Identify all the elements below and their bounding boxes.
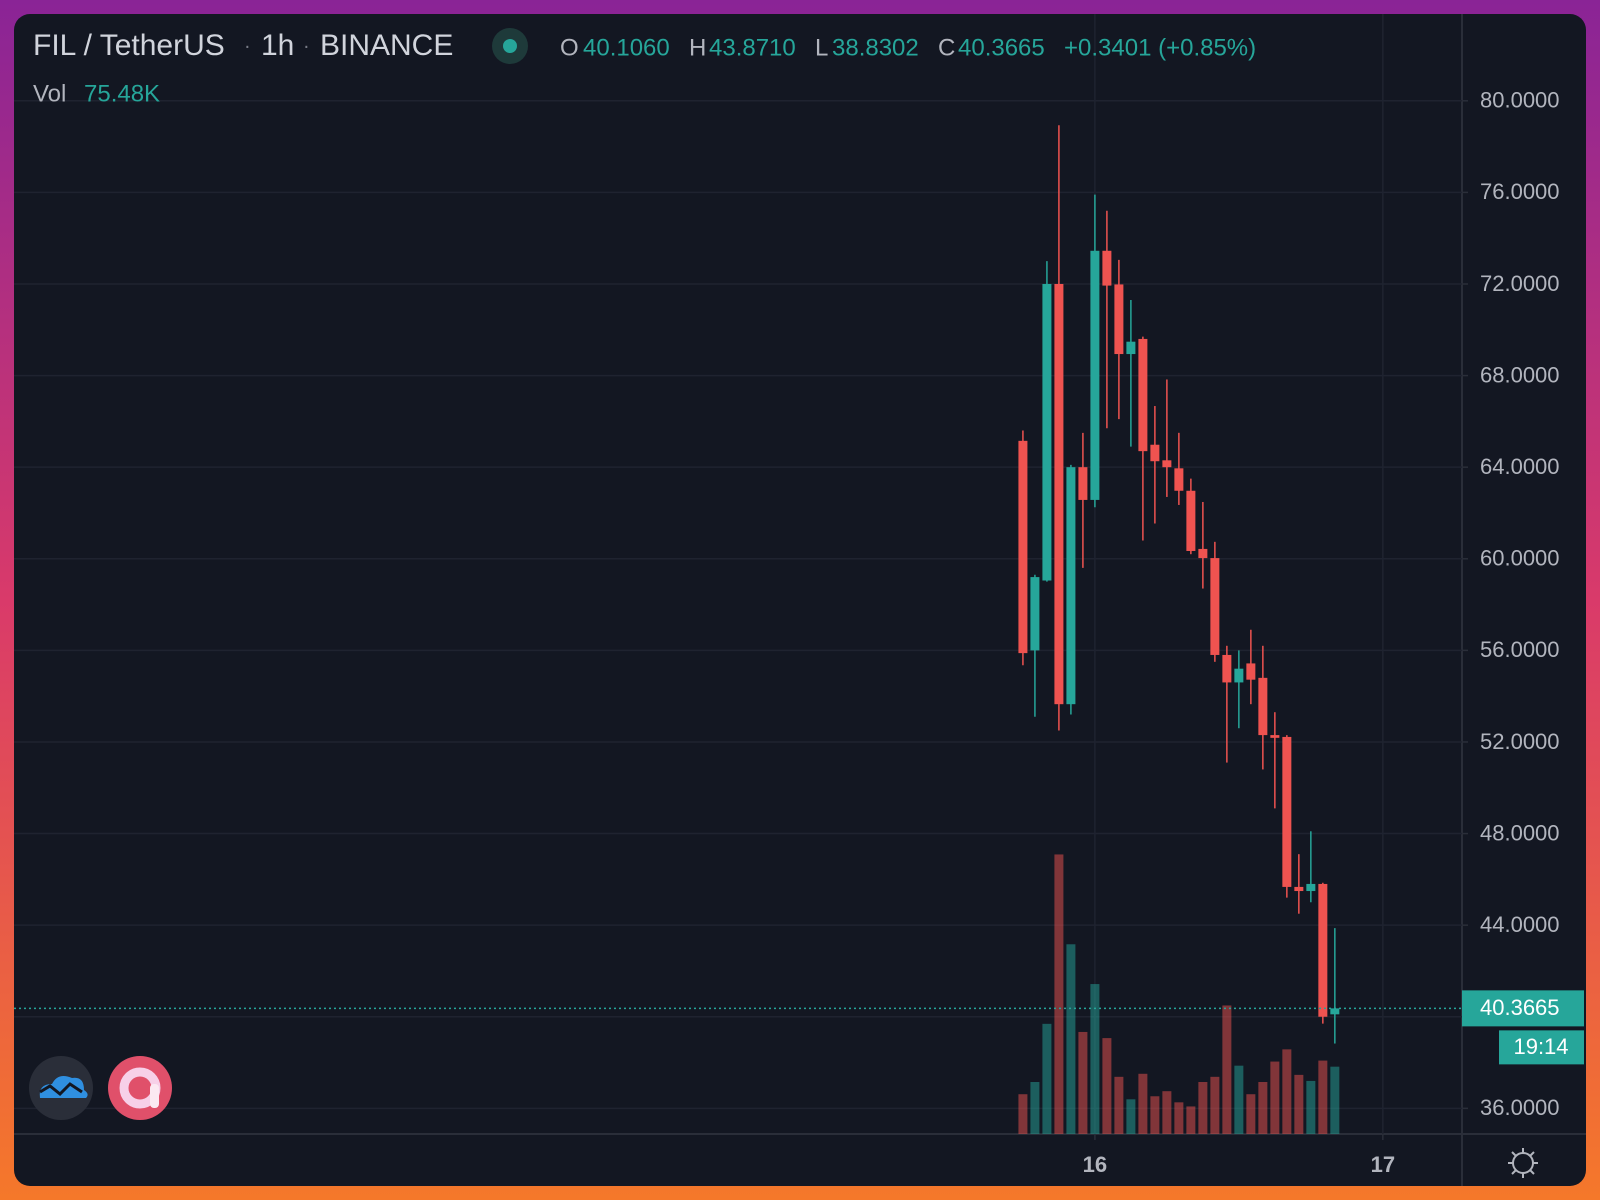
candle-body — [1222, 654, 1232, 683]
countdown: 19:14 — [1513, 1034, 1568, 1059]
cloud-line — [39, 1082, 83, 1097]
separator: · — [303, 35, 310, 57]
y-tick-label: 80.0000 — [1480, 88, 1560, 113]
y-tick-label: 48.0000 — [1480, 820, 1560, 845]
open-label: O — [560, 34, 579, 61]
interval: 1h — [261, 29, 294, 62]
last-price-label: 40.3665 — [1480, 995, 1560, 1020]
volume-bar — [1318, 1060, 1328, 1134]
header: FIL / TetherUS · 1h · BINANCE O 40.1060 … — [33, 28, 1256, 107]
candle-body — [1186, 490, 1196, 551]
exchange: BINANCE — [320, 29, 453, 62]
low-value: 38.8302 — [832, 34, 919, 61]
volume-bar — [1162, 1091, 1172, 1134]
candle-body — [1150, 444, 1160, 462]
candle-body — [1066, 467, 1076, 705]
logos — [29, 1056, 172, 1120]
volume-bar — [1078, 1031, 1088, 1134]
y-tick-label: 44.0000 — [1480, 912, 1560, 937]
volume-bar — [1018, 1094, 1028, 1134]
settings-icon[interactable] — [1508, 1148, 1538, 1178]
volume-bar — [1030, 1081, 1040, 1134]
volume-bar — [1054, 854, 1064, 1134]
candle-body — [1090, 250, 1100, 500]
y-tick-label: 76.0000 — [1480, 179, 1560, 204]
x-tick-label: 16 — [1083, 1152, 1107, 1177]
status-dot — [503, 39, 517, 53]
y-tick-label: 52.0000 — [1480, 729, 1560, 754]
last-price-tag — [1462, 990, 1584, 1027]
volume-bar — [1186, 1106, 1196, 1134]
candle-body — [1126, 341, 1136, 355]
candle-body — [1234, 668, 1244, 683]
close-label: C — [938, 34, 955, 61]
candle-body — [1054, 283, 1064, 705]
candle-body — [1198, 548, 1208, 559]
volume-bar — [1042, 1023, 1052, 1134]
app-logo-bar — [150, 1084, 159, 1108]
candle-body — [1270, 735, 1280, 738]
volume-bar — [1090, 984, 1100, 1134]
volume-bar — [1306, 1080, 1316, 1134]
candle-body — [1162, 460, 1172, 468]
high-label: H — [689, 34, 706, 61]
marks — [14, 125, 1462, 1134]
countdown-tag — [1499, 1030, 1584, 1065]
candle-body — [1018, 440, 1028, 654]
y-tick-label: 68.0000 — [1480, 362, 1560, 387]
candle-body — [1030, 577, 1040, 651]
high-value: 43.8710 — [709, 34, 796, 61]
candle-body — [1210, 558, 1220, 655]
close-value: 40.3665 — [958, 34, 1045, 61]
change-value: +0.3401 (+0.85%) — [1064, 34, 1256, 61]
x-tick-label: 17 — [1371, 1152, 1395, 1177]
candle-body — [1078, 467, 1088, 500]
candle-body — [1246, 663, 1256, 680]
volume-bar — [1066, 944, 1076, 1134]
candle-body — [1258, 677, 1268, 736]
panel — [14, 14, 1586, 1186]
y-tick-label: 56.0000 — [1480, 637, 1560, 662]
candle-body — [1042, 283, 1052, 581]
volume-bar — [1126, 1099, 1136, 1134]
candle-body — [1114, 284, 1124, 355]
low-label: L — [815, 34, 828, 61]
app-logo[interactable] — [108, 1056, 172, 1120]
volume-bar — [1234, 1065, 1244, 1134]
volume-label: Vol — [33, 80, 66, 107]
volume-bar — [1174, 1102, 1184, 1134]
y-tick-label: 36.0000 — [1480, 1095, 1560, 1120]
volume-bar — [1258, 1081, 1268, 1134]
volume-bar — [1222, 1005, 1232, 1134]
y-tick-label: 64.0000 — [1480, 454, 1560, 479]
y-tick-label: 72.0000 — [1480, 271, 1560, 296]
volume-value: 75.48K — [84, 80, 160, 107]
volume-bar — [1102, 1038, 1112, 1134]
separator: · — [244, 35, 251, 57]
volume-bar — [1210, 1076, 1220, 1134]
candle-body — [1294, 886, 1304, 892]
volume-bar — [1114, 1076, 1124, 1134]
candle-body — [1102, 250, 1112, 286]
volume-bar — [1294, 1074, 1304, 1134]
candle-body — [1318, 883, 1328, 1017]
candle-body — [1138, 338, 1148, 452]
candle-body — [1174, 468, 1184, 491]
volume-bar — [1150, 1096, 1160, 1134]
volume-bar — [1198, 1081, 1208, 1134]
candle-body — [1282, 736, 1292, 887]
symbol: FIL / TetherUS — [33, 29, 225, 62]
y-tick-label: 60.0000 — [1480, 546, 1560, 571]
open-value: 40.1060 — [583, 34, 670, 61]
volume-bar — [1246, 1094, 1256, 1134]
volume-bar — [1330, 1066, 1340, 1134]
candle-body — [1306, 883, 1316, 892]
candle-body — [1330, 1008, 1340, 1015]
volume-bar — [1270, 1061, 1280, 1134]
volume-bar — [1138, 1073, 1148, 1134]
gear-teeth — [1508, 1148, 1538, 1178]
cloud-icon — [39, 1076, 88, 1098]
volume-bar — [1282, 1049, 1292, 1134]
